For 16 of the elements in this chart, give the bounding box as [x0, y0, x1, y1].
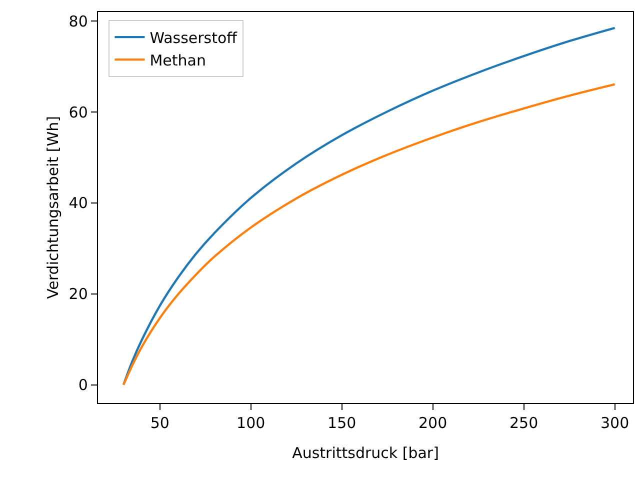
x-tick-label: 300 [600, 414, 630, 432]
x-tick-label: 200 [418, 414, 448, 432]
line-series [122, 83, 616, 386]
x-tick-label: 50 [150, 414, 170, 432]
y-tick-label: 80 [68, 12, 88, 30]
legend-label: Methan [150, 51, 206, 70]
y-tick-label: 40 [68, 194, 88, 212]
y-tick-label: 0 [78, 376, 88, 394]
x-tick-label: 150 [328, 414, 356, 432]
x-tick-label: 250 [510, 414, 538, 432]
y-axis-title: Verdichtungsarbeit [Wh] [44, 116, 62, 299]
x-tick-label: 100 [236, 414, 266, 432]
y-tick-label: 60 [68, 103, 88, 122]
x-axis-title: Austrittsdruck [bar] [292, 444, 439, 462]
y-tick-label: 20 [68, 285, 88, 304]
legend-label: Wasserstoff [150, 28, 238, 47]
